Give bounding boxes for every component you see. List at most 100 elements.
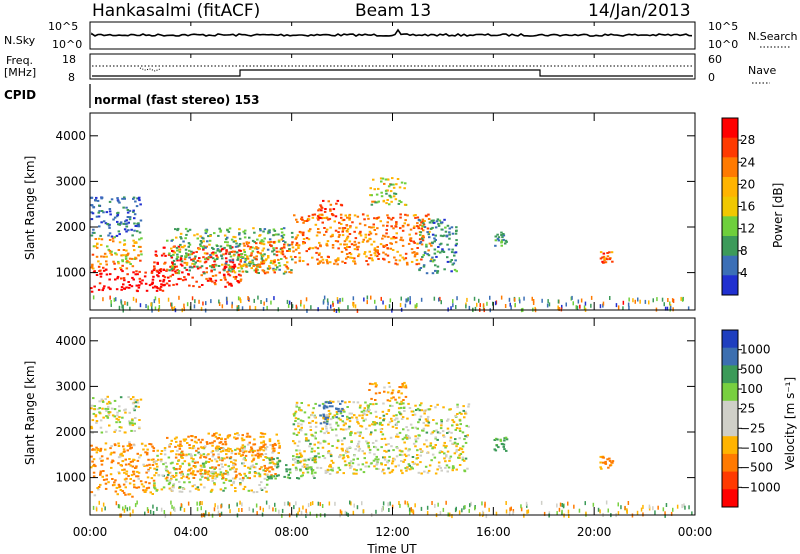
heatmap-cell [129,464,132,467]
heatmap-cell [269,475,272,478]
heatmap-cell [403,381,406,384]
heatmap-cell [332,214,335,217]
heatmap-cell [350,465,353,468]
heatmap-cell [108,200,112,203]
heatmap-cell [227,435,231,438]
heatmap-cell [258,473,262,476]
heatmap-cell [253,449,256,452]
heatmap-region-6 [368,381,408,402]
heatmap-cell [232,269,235,272]
heatmap-cell [400,469,403,472]
heatmap-cell [258,449,261,452]
heatmap-cell [153,267,156,270]
heatmap-cell [252,466,256,469]
heatmap-cell [221,465,224,468]
speckle-cell [681,297,684,302]
heatmap-cell [199,464,203,467]
heatmap-cell [301,465,304,468]
heatmap-cell [110,198,114,201]
heatmap-cell [141,279,144,282]
heatmap-cell [212,475,215,478]
heatmap-cell [97,288,101,291]
heatmap-cell [339,243,342,246]
heatmap-cell [90,404,94,407]
heatmap-cell [348,412,352,415]
heatmap-cell [236,280,239,282]
heatmap-cell [162,486,166,489]
heatmap-cell [214,472,217,475]
heatmap-cell [263,272,267,275]
heatmap-cell [132,239,135,242]
heatmap-cell [247,466,250,469]
heatmap-cell [142,485,145,488]
heatmap-cell [196,470,199,473]
heatmap-cell [224,266,228,269]
heatmap-cell [143,275,147,278]
heatmap-cell [233,263,236,266]
heatmap-cell [151,278,155,281]
heatmap-cell [170,439,173,442]
heatmap-cell [453,254,456,257]
heatmap-cell [460,412,463,415]
heatmap-cell [172,283,175,286]
heatmap-cell [418,269,421,272]
heatmap-cell [183,258,187,261]
heatmap-cell [318,213,321,216]
heatmap-cell [605,258,609,261]
heatmap-cell [101,407,104,410]
heatmap-cell [221,263,224,266]
heatmap-cell [280,252,283,255]
heatmap-cell [414,404,417,407]
heatmap-cell [176,227,180,230]
heatmap-cell [262,444,265,447]
heatmap-cell [236,245,240,248]
heatmap-cell [134,467,137,469]
heatmap-cell [259,240,262,243]
heatmap-cell [458,430,462,432]
heatmap-cell [171,269,174,272]
heatmap-cell [381,177,385,180]
heatmap-cell [237,452,241,455]
heatmap-cell [200,265,204,268]
speckle-cell [523,513,525,518]
heatmap-cell [226,229,229,232]
heatmap-cell [180,255,183,258]
speckle-cell [123,508,126,513]
heatmap-cell [494,437,498,440]
heatmap-cell [351,221,354,224]
heatmap-cell [151,493,154,495]
speckle-cell [151,302,153,307]
heatmap-cell [145,464,149,467]
heatmap-cell [296,444,300,447]
heatmap-cell [336,471,339,474]
heatmap-cell [219,245,223,248]
speckle-cell [399,503,401,508]
speckle-cell [562,504,565,509]
heatmap-cell [346,228,350,231]
heatmap-cell [93,463,96,466]
speckle-cell [336,297,339,302]
heatmap-cell [191,262,194,265]
heatmap-cell [423,410,426,413]
heatmap-cell [427,421,431,424]
heatmap-cell [289,471,292,474]
heatmap-cell [401,225,405,228]
heatmap-cell [294,410,298,413]
heatmap-cell [104,442,108,445]
heatmap-cell [494,239,498,242]
heatmap-cell [302,238,306,240]
heatmap-cell [375,384,378,387]
speckle-cell [624,505,626,510]
heatmap-cell [406,467,409,470]
heatmap-cell [222,481,226,484]
heatmap-cell [215,432,218,435]
heatmap-cell [380,446,383,449]
heatmap-cell [302,241,305,243]
speckle-cell [151,305,153,310]
heatmap-cell [314,223,318,226]
heatmap-cell [117,223,120,226]
speckle-cell [205,301,207,306]
heatmap-cell [225,456,229,459]
heatmap-cell [306,471,310,474]
heatmap-cell [604,462,607,465]
